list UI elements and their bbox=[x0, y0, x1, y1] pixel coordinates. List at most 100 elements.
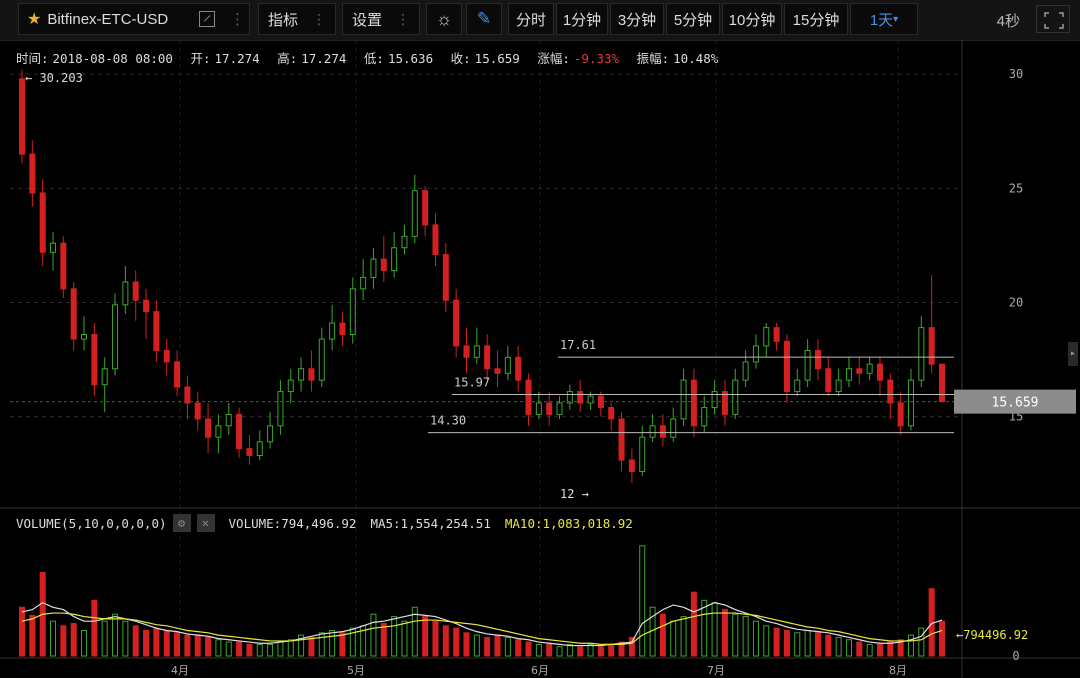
candle bbox=[546, 391, 553, 426]
symbol-menu-icon[interactable]: ⋮ bbox=[230, 11, 245, 28]
candle bbox=[70, 281, 77, 351]
amplitude-label: 振幅: bbox=[636, 51, 670, 66]
volume-bar bbox=[484, 636, 491, 657]
volume-bar bbox=[608, 643, 615, 657]
close-label: 收: bbox=[450, 51, 471, 66]
settings-menu-icon: ⋮ bbox=[396, 10, 410, 27]
candle-body bbox=[939, 363, 945, 403]
candle bbox=[597, 391, 604, 417]
candle-body bbox=[236, 413, 243, 450]
period-3[interactable]: 5分钟 bbox=[666, 3, 720, 35]
settings-label: 设置 bbox=[351, 11, 382, 29]
candle bbox=[339, 311, 346, 346]
refresh-interval: 4秒 bbox=[996, 13, 1020, 30]
volume-bar bbox=[628, 636, 635, 657]
candle bbox=[174, 350, 181, 397]
candle bbox=[659, 414, 666, 447]
candle-body bbox=[411, 190, 418, 237]
candle bbox=[928, 275, 935, 374]
candle-body bbox=[628, 459, 635, 472]
time-tick-label: 6月 bbox=[531, 664, 549, 677]
volume-bar bbox=[680, 616, 687, 657]
price-tick-label: 25 bbox=[1009, 181, 1023, 195]
candle bbox=[670, 407, 677, 442]
candle-body bbox=[267, 425, 274, 443]
candle bbox=[814, 339, 821, 381]
volume-bar bbox=[659, 613, 666, 657]
period-4[interactable]: 10分钟 bbox=[722, 3, 782, 35]
candle bbox=[804, 339, 811, 388]
period-6[interactable]: 1天 ▾ bbox=[850, 3, 918, 35]
time-tick-label: 7月 bbox=[707, 664, 725, 677]
volume-bar bbox=[525, 641, 532, 657]
candle-body bbox=[205, 418, 212, 438]
candle-body bbox=[525, 379, 532, 415]
star-icon[interactable]: ★ bbox=[27, 11, 42, 28]
volume-bar bbox=[752, 620, 759, 657]
candle bbox=[577, 380, 584, 413]
candle bbox=[752, 334, 759, 369]
current-price-tag bbox=[954, 389, 1076, 414]
indicators-button[interactable]: 指标 ⋮ bbox=[258, 3, 336, 35]
volume-bar bbox=[132, 625, 139, 657]
draw-tool-button[interactable]: ✎ bbox=[466, 3, 502, 35]
candle-body bbox=[81, 333, 88, 340]
volume-bar bbox=[298, 634, 305, 657]
candle-body bbox=[701, 407, 708, 427]
candle bbox=[649, 414, 656, 442]
candle bbox=[401, 224, 408, 255]
candle bbox=[918, 316, 925, 388]
candle bbox=[132, 270, 139, 321]
volume-bar bbox=[215, 639, 222, 657]
fullscreen-button[interactable] bbox=[1036, 5, 1070, 33]
candle bbox=[897, 391, 904, 435]
candle-body bbox=[174, 361, 181, 388]
low-value: 15.636 bbox=[387, 51, 434, 66]
candle-body bbox=[504, 356, 511, 374]
volume-bar bbox=[19, 606, 25, 657]
theme-toggle-button[interactable]: ☼ bbox=[426, 3, 462, 35]
volume-bar bbox=[504, 636, 511, 657]
candle bbox=[773, 323, 780, 351]
candle-body bbox=[370, 258, 377, 278]
close-icon[interactable]: ✕ bbox=[196, 514, 215, 532]
candle-body bbox=[91, 333, 98, 386]
candle-body bbox=[907, 379, 914, 427]
candle-body bbox=[215, 425, 222, 438]
price-tick-label: 20 bbox=[1009, 296, 1023, 310]
low-label: 低: bbox=[363, 51, 384, 66]
candle bbox=[504, 345, 511, 381]
gear-icon[interactable]: ⚙ bbox=[172, 514, 191, 532]
candle-body bbox=[752, 345, 759, 363]
candle-body bbox=[690, 379, 697, 427]
chevron-down-icon: ▾ bbox=[893, 13, 899, 25]
candle-body bbox=[845, 368, 852, 381]
volume-bar bbox=[122, 620, 129, 657]
candle-body bbox=[484, 345, 491, 370]
volume-bar bbox=[814, 632, 821, 657]
volume-bar bbox=[577, 646, 584, 657]
symbol-selector[interactable]: ★ Bitfinex-ETC-USD ⋮ bbox=[18, 3, 250, 35]
ohlc-readout: 时间: 2018-08-08 08:00 开: 17.274 高: 17.274 低:… bbox=[16, 48, 722, 67]
side-panel-toggle[interactable]: ▸ bbox=[1068, 342, 1078, 366]
indicators-menu-icon: ⋮ bbox=[312, 10, 326, 27]
candle-body bbox=[122, 281, 129, 306]
period-2[interactable]: 3分钟 bbox=[610, 3, 664, 35]
candle-body bbox=[566, 391, 573, 404]
period-0[interactable]: 分时 bbox=[508, 3, 554, 35]
period-5[interactable]: 15分钟 bbox=[784, 3, 848, 35]
period-1[interactable]: 1分钟 bbox=[556, 3, 608, 35]
candle-body bbox=[432, 224, 439, 256]
candle-body bbox=[380, 258, 387, 272]
volume-value: VOLUME:794,496.92 bbox=[228, 515, 357, 531]
settings-button[interactable]: 设置 ⋮ bbox=[342, 3, 420, 35]
popout-icon[interactable] bbox=[199, 11, 215, 27]
volume-bar bbox=[370, 613, 377, 657]
volume-bar bbox=[174, 632, 181, 657]
volume-bar bbox=[711, 602, 718, 657]
candle-body bbox=[277, 391, 284, 427]
volume-bar bbox=[318, 632, 325, 657]
amplitude-value: 10.48% bbox=[673, 51, 719, 66]
candle-body bbox=[225, 413, 232, 427]
